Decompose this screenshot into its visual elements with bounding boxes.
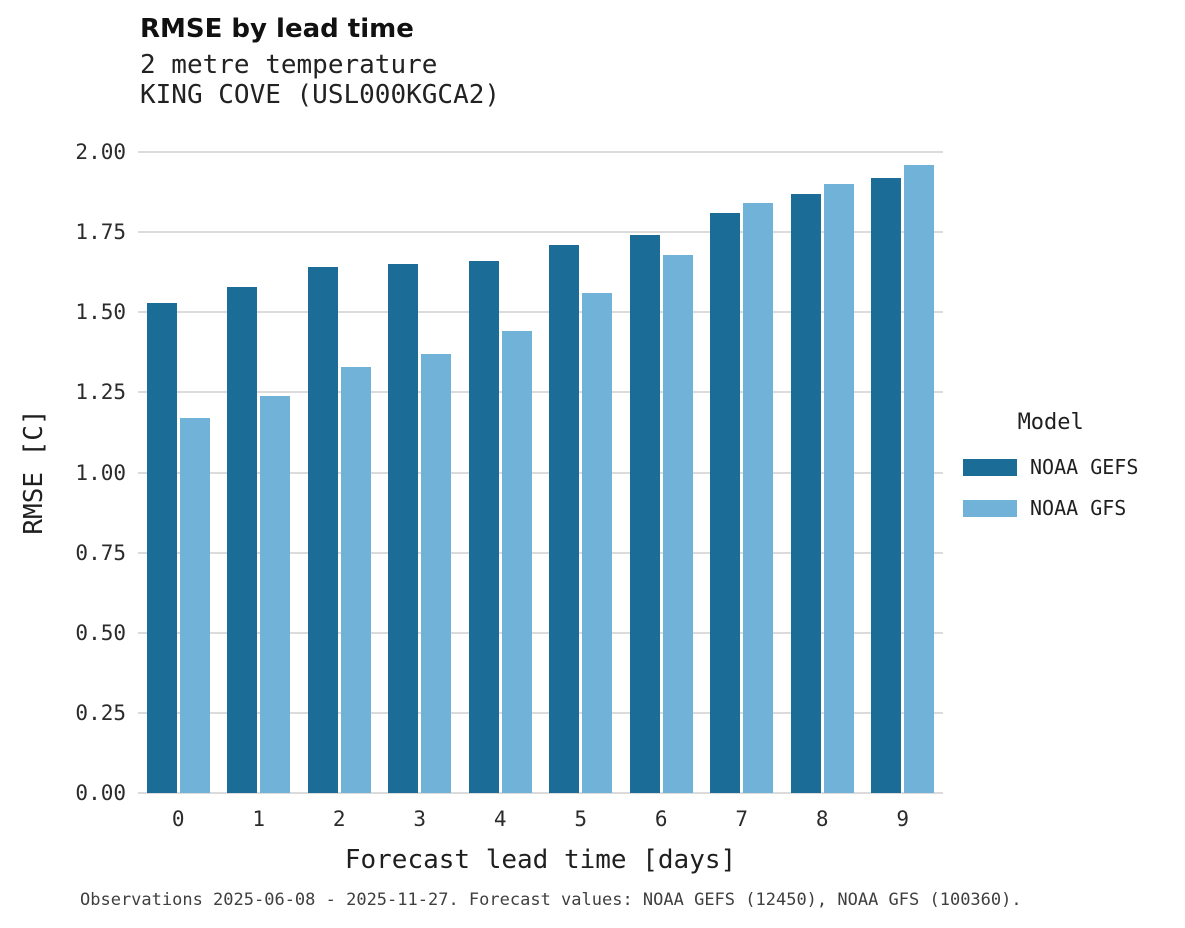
legend-swatch-noaa-gefs [963,458,1017,476]
bar-noaa-gefs [468,260,499,793]
y-tick-label: 2.00 [75,140,126,164]
bar-noaa-gfs [340,366,371,793]
bar-noaa-gefs [146,302,177,793]
x-tick-label: 7 [735,807,749,831]
bar-group-day-4 [460,260,541,793]
plot-area [138,151,944,794]
bar-group-day-3 [380,264,461,793]
bar-group-day-7 [702,203,783,793]
bar-noaa-gfs [421,353,452,793]
bar-noaa-gefs [710,212,741,793]
legend-title: Model [1017,410,1084,435]
bar-group-day-5 [541,244,622,793]
bar-noaa-gfs [904,164,935,793]
bar-noaa-gfs [743,203,774,793]
bar-noaa-gefs [790,193,821,793]
gridline [138,711,943,714]
caption: Observations 2025-06-08 - 2025-11-27. Fo… [80,890,1022,910]
x-tick-label: 0 [171,807,185,831]
x-axis-ticks: 0 1 2 3 4 5 6 7 8 9 [138,807,943,831]
bar-group-day-9 [863,164,944,793]
x-tick-label: 1 [252,807,266,831]
gridline [138,391,943,394]
gridline [138,471,943,474]
bar-group-day-2 [299,267,380,793]
bar-noaa-gfs [662,254,693,793]
legend-entry-noaa-gfs: NOAA GFS [963,496,1138,520]
bar-group-day-8 [782,184,863,793]
x-tick-label: 3 [413,807,427,831]
bar-noaa-gefs [629,235,660,793]
bar-noaa-gfs [260,395,291,793]
bar-group-day-1 [219,286,300,793]
chart-title: RMSE by lead time [140,14,414,44]
y-tick-label: 0.75 [75,540,126,565]
bar-noaa-gfs [501,331,532,793]
x-tick-label: 5 [574,807,588,831]
y-tick-label: 1.50 [75,300,126,325]
y-tick-label: 1.25 [75,380,126,405]
bar-noaa-gfs [823,184,854,793]
y-tick-label: 0.50 [75,620,126,645]
legend-label-noaa-gfs: NOAA GFS [1030,496,1127,520]
y-tick-label: 0.25 [75,700,126,725]
bar-noaa-gefs [871,177,902,793]
gridline [138,151,943,153]
legend-label-noaa-gefs: NOAA GEFS [1030,455,1139,479]
gridline [138,551,943,554]
gridline [138,311,943,314]
legend-entry-noaa-gefs: NOAA GEFS [963,455,1138,479]
y-tick-label: 1.75 [75,220,126,245]
bar-noaa-gefs [549,244,580,793]
x-axis-label: Forecast lead time [days] [344,845,737,875]
x-tick-label: 8 [815,807,829,831]
bar-noaa-gefs [227,286,258,793]
y-axis-ticks: 0.00 0.25 0.50 0.75 1.00 1.25 1.50 1.75 2.00 [0,140,130,805]
y-tick-label: 1.00 [75,460,126,485]
bar-group-day-6 [621,235,702,793]
bar-group-day-0 [138,302,219,793]
x-tick-label: 9 [896,807,910,831]
bar-noaa-gfs [582,293,613,793]
legend-swatch-noaa-gfs [963,499,1017,517]
bar-noaa-gefs [388,264,419,793]
gridline [138,631,943,634]
gridline [138,231,943,234]
gridline [138,792,943,794]
bar-noaa-gefs [307,267,338,793]
x-tick-label: 6 [654,807,668,831]
x-tick-label: 2 [332,807,346,831]
chart-subtitle-station: KING COVE (USL000KGCA2) [140,80,501,110]
x-tick-label: 4 [493,807,507,831]
y-tick-label: 0.00 [75,781,126,805]
legend: Model NOAA GEFS NOAA GFS [963,410,1138,537]
bar-noaa-gfs [179,418,210,793]
chart-subtitle-variable: 2 metre temperature [140,50,438,80]
